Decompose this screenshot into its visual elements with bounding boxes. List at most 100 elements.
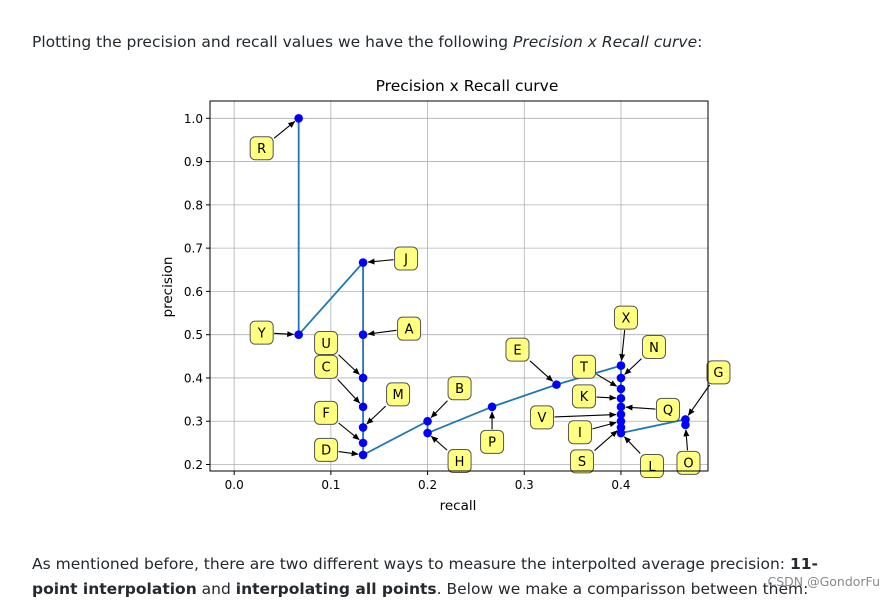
y-tick-label: 1.0 [184, 112, 203, 126]
data-point-f [358, 438, 368, 448]
data-point-o [681, 420, 690, 430]
annotation-label-i: I [578, 426, 582, 441]
data-point-j [358, 258, 368, 267]
x-tick-label: 0.0 [225, 478, 244, 492]
y-tick-label: 0.5 [184, 328, 203, 342]
outro-text-3: . Below we make a comparisson between th… [436, 579, 809, 598]
data-point-v [616, 410, 626, 419]
plot-frame [209, 100, 709, 472]
annotation-box-b [447, 376, 472, 401]
data-point-y [294, 330, 303, 339]
annotation-label-p: P [488, 436, 496, 451]
data-point-n [616, 373, 626, 383]
annotation-box-u [314, 330, 339, 355]
data-point-p [487, 402, 497, 412]
annotation-label-u: U [321, 337, 331, 352]
x-tick-label: 0.3 [515, 478, 534, 492]
annotation-label-b: B [455, 382, 464, 397]
outro-text-2: and [196, 579, 236, 598]
annotation-label-x: X [622, 311, 631, 326]
x-tick-label: 0.2 [418, 478, 437, 492]
outro-bold-1: 11-point interpolation [32, 554, 818, 598]
annotation-box-o [676, 450, 701, 475]
annotation-arrow-c [337, 378, 361, 404]
data-point-t [616, 384, 626, 394]
data-series [294, 114, 690, 460]
intro-paragraph: Plotting the precision and recall values… [32, 30, 702, 54]
annotation-box-g [706, 360, 731, 385]
annotation-arrow-n [624, 358, 642, 375]
data-point-d [358, 450, 368, 460]
y-tick-label: 0.7 [184, 242, 203, 256]
y-tick-label: 0.6 [184, 285, 203, 299]
annotation-box-m [386, 382, 411, 407]
outro-paragraph: As mentioned before, there are two diffe… [32, 552, 852, 602]
annotation-label-c: C [322, 361, 331, 376]
y-axis-label: precision [160, 257, 176, 318]
annotation-box-v [529, 405, 554, 430]
annotation-label-g: G [713, 366, 723, 381]
annotation-label-y: Y [257, 326, 266, 341]
annotation-label-q: Q [663, 404, 673, 419]
data-point-a [358, 330, 368, 339]
data-point-r [294, 114, 303, 123]
y-tick-label: 0.9 [184, 155, 203, 169]
data-point-h [423, 428, 432, 438]
data-point-k [616, 394, 626, 403]
data-point-b [423, 416, 432, 426]
annotation-arrow-q [625, 404, 656, 411]
data-point-i [616, 416, 626, 426]
chart-title: Precision x Recall curve [376, 77, 559, 95]
annotation-arrow-v [554, 411, 617, 418]
intro-colon: : [697, 32, 703, 51]
y-tick-label: 0.4 [184, 371, 203, 385]
annotation-arrow-b [430, 400, 448, 419]
data-point-e [552, 380, 561, 389]
annotation-arrow-l [623, 436, 641, 454]
annotation-box-q [655, 397, 680, 422]
annotation-arrow-e [529, 360, 554, 382]
annotation-arrow-a [367, 329, 397, 337]
outro-text-1: As mentioned before, there are two diffe… [32, 554, 790, 573]
annotation-arrow-u [338, 354, 360, 375]
annotation-box-d [314, 437, 339, 462]
annotation-label-f: F [322, 407, 329, 422]
annotation-box-f [314, 400, 339, 425]
annotation-label-d: D [321, 444, 331, 459]
annotation-box-i [567, 420, 592, 445]
annotation-arrow-i [592, 421, 617, 430]
annotation-label-l: L [648, 460, 656, 475]
annotation-box-j [394, 246, 419, 271]
annotation-label-n: N [649, 341, 659, 356]
annotation-label-e: E [513, 343, 521, 358]
annotation-arrow-h [430, 435, 448, 451]
annotation-label-s: S [578, 455, 586, 470]
annotation-box-h [447, 449, 472, 474]
annotation-arrow-r [273, 121, 296, 139]
annotation-box-k [571, 384, 596, 409]
annotation-label-r: R [257, 142, 266, 157]
x-axis-label: recall [440, 498, 477, 514]
annotation-label-o: O [683, 457, 693, 472]
annotation-label-m: M [392, 388, 403, 403]
annotation-box-r [249, 136, 274, 161]
annotation-label-a: A [405, 322, 414, 337]
data-point-q [616, 402, 626, 412]
annotation-box-x [613, 305, 638, 330]
axis-ticks: 0.0 0.1 0.2 0.3 0.4 0.2 0.3 0.4 0.5 0.6 0.7 0.8 0.9 1… [184, 112, 631, 492]
annotation-arrow-y [274, 331, 295, 338]
annotation-box-s [569, 449, 594, 474]
annotations: R Y J A UC M F D B H P E X N TK Q V IS L G O [249, 121, 731, 479]
data-point-u [358, 373, 368, 383]
annotation-arrow-g [687, 384, 711, 416]
annotation-arrow-s [594, 430, 618, 451]
outro-bold-2: interpolating all points [235, 579, 437, 598]
intro-emphasis: Precision x Recall curve [513, 32, 698, 51]
annotation-label-h: H [455, 455, 465, 470]
intro-text: Plotting the precision and recall values… [32, 32, 514, 51]
annotation-label-v: V [538, 411, 547, 426]
x-tick-label: 0.1 [321, 478, 340, 492]
annotation-arrow-f [338, 422, 360, 441]
annotation-box-e [505, 337, 530, 362]
y-tick-label: 0.3 [184, 415, 203, 429]
